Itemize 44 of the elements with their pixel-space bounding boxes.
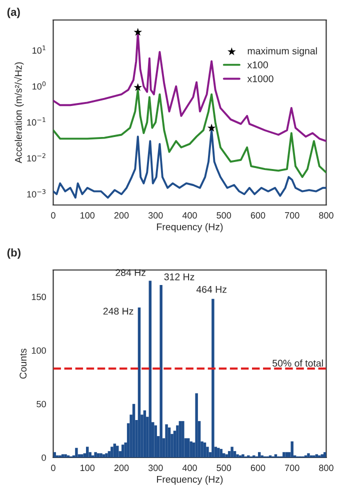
legend-label: x100 <box>247 61 268 68</box>
x-tick-label: 600 <box>250 212 266 219</box>
y-tick-label: 10$^{−3}$ <box>27 189 46 198</box>
x-tick-label: 300 <box>148 212 163 219</box>
x-tick-label: 100 <box>80 464 95 472</box>
x-tick-label: 600 <box>250 464 266 472</box>
legend-label: maximum signal <box>248 47 317 56</box>
annotation: 248 Hz <box>103 308 134 315</box>
point <box>134 83 142 92</box>
y-tick-label: 10$^{0}$ <box>32 81 46 90</box>
point <box>207 124 216 132</box>
point <box>134 28 142 36</box>
chart-title: (a) <box>7 8 20 18</box>
y-axis-title: Acceleration (m/s²/√Hz) <box>14 62 24 164</box>
x-tick-label: 400 <box>182 212 197 219</box>
x-axis-title: Frequency (Hz) <box>157 476 223 485</box>
x-tick-label: 800 <box>319 464 334 472</box>
annotation: 312 Hz <box>164 273 194 280</box>
y-tick-label: 0 <box>42 454 46 461</box>
ref-line-label: 50% of total <box>272 360 323 367</box>
x-tick-label: 700 <box>285 212 300 219</box>
x-tick-label: 200 <box>114 212 129 219</box>
y-tick-label: 10$^{−1}$ <box>27 117 46 126</box>
y-tick-label: 150 <box>32 294 46 300</box>
y-tick-label: 50 <box>36 400 46 408</box>
y-tick-label: 10$^{−2}$ <box>27 153 46 162</box>
x-tick-label: 100 <box>80 212 95 219</box>
x-tick-label: 0 <box>51 464 56 472</box>
y-tick-label: 100 <box>32 347 46 354</box>
x-tick-label: 300 <box>148 464 163 472</box>
x-tick-label: 400 <box>182 464 197 472</box>
annotation: 464 Hz <box>196 286 226 293</box>
x-tick-label: 500 <box>216 212 232 219</box>
x-tick-label: 0 <box>51 212 56 219</box>
x-tick-label: 500 <box>216 464 232 472</box>
annotation: 284 Hz <box>116 269 146 276</box>
x-tick-label: 700 <box>285 464 300 472</box>
x-axis-title: Frequency (Hz) <box>157 223 223 232</box>
x-tick-label: 800 <box>319 212 334 219</box>
y-tick-label: 10$^{1}$ <box>32 46 46 54</box>
x-tick-label: 200 <box>114 464 129 472</box>
legend-label: x1000 <box>247 75 274 82</box>
y-axis-title: Counts <box>20 348 27 379</box>
chart-title: (b) <box>7 248 20 259</box>
